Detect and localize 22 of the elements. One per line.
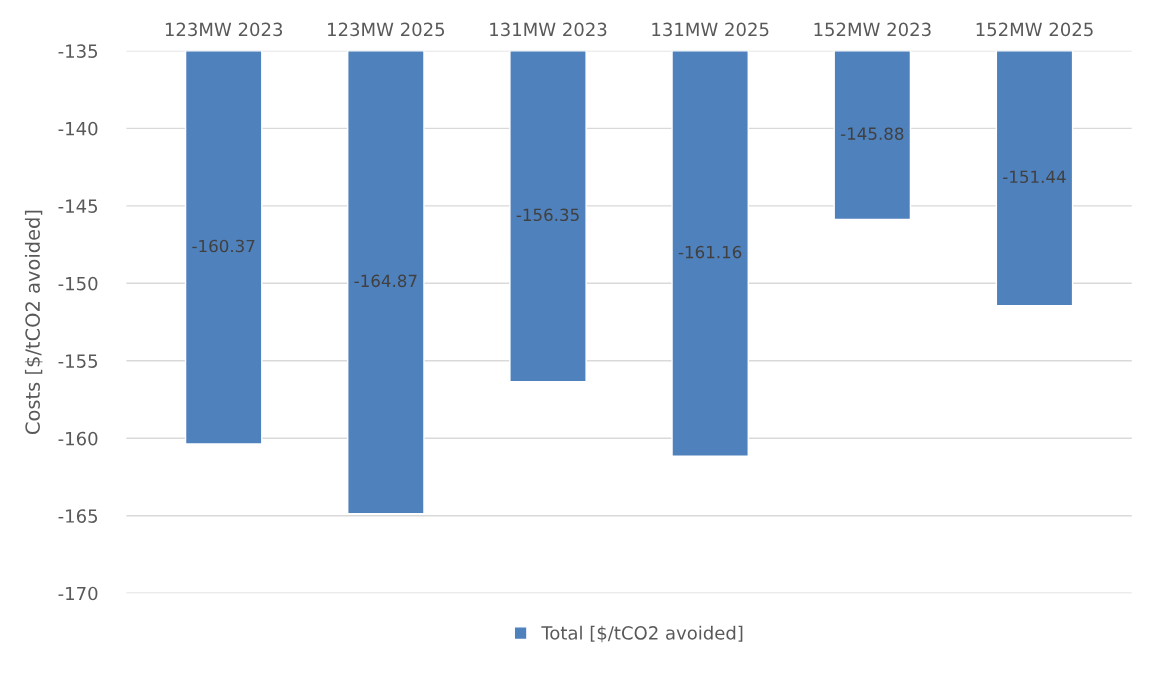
y-tick-label: -150 — [58, 276, 98, 291]
y-tick-label: -140 — [58, 121, 98, 136]
data-label: -145.88 — [840, 127, 904, 140]
y-tick-label: -170 — [58, 586, 98, 601]
x-tick-label: 131MW 2025 — [652, 22, 769, 37]
y-tick-label: -145 — [58, 199, 98, 213]
y-tick-label: -160 — [58, 431, 98, 446]
data-label: -151.44 — [1003, 170, 1066, 184]
y-tick-label: -135 — [58, 44, 98, 58]
y-tick-label: -155 — [58, 354, 98, 368]
data-label: -156.35 — [516, 208, 579, 222]
y-axis-title: Costs [$/tCO2 avoided] — [24, 210, 43, 434]
data-label: -160.37 — [192, 239, 255, 253]
x-tick-label: 123MW 2025 — [328, 22, 445, 37]
x-tick-label: 123MW 2023 — [165, 22, 283, 37]
x-tick-label: 131MW 2023 — [490, 22, 607, 37]
data-label: -164.87 — [354, 274, 417, 288]
x-tick-label: 152MW 2025 — [976, 22, 1093, 37]
legend-label: Total [$/tCO2 avoided] — [541, 625, 743, 643]
x-tick-label: 152MW 2023 — [814, 22, 931, 37]
data-label: -161.16 — [678, 245, 742, 259]
y-tick-label: -165 — [58, 509, 98, 523]
